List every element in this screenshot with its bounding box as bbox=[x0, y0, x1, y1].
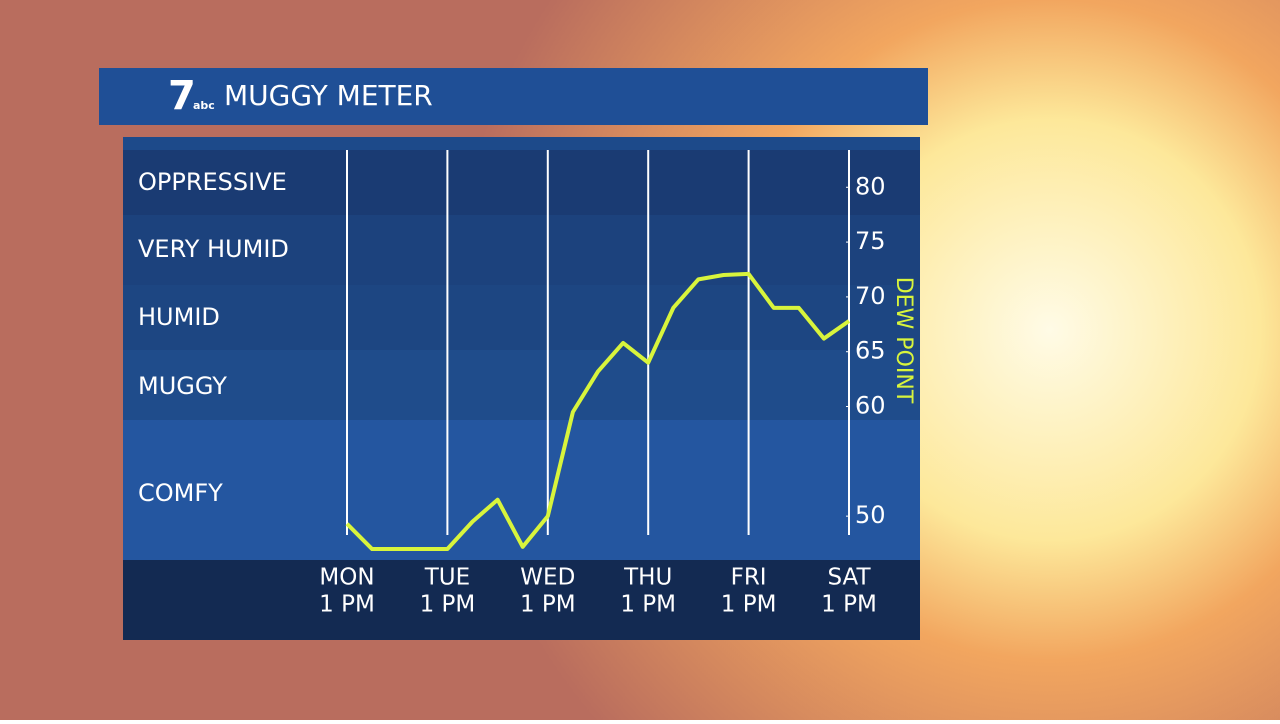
title-bar bbox=[99, 68, 928, 125]
x-tick-label: 1 PM bbox=[420, 592, 476, 618]
x-tick-label: 1 PM bbox=[821, 592, 877, 618]
band-label: VERY HUMID bbox=[138, 235, 289, 263]
x-tick-label: SAT bbox=[827, 565, 871, 591]
band bbox=[123, 285, 920, 350]
x-tick-label: MON bbox=[319, 565, 374, 591]
x-tick-label: 1 PM bbox=[319, 592, 375, 618]
y-tick-label: 70 bbox=[855, 282, 886, 310]
band-label: COMFY bbox=[138, 479, 223, 507]
band-label: HUMID bbox=[138, 303, 220, 331]
y-tick-label: 60 bbox=[855, 392, 886, 420]
x-tick-label: THU bbox=[623, 565, 672, 591]
label-strip bbox=[123, 560, 920, 640]
x-tick-label: 1 PM bbox=[721, 592, 777, 618]
logo-network: abc bbox=[193, 99, 215, 112]
x-tick-label: 1 PM bbox=[520, 592, 576, 618]
x-tick-label: FRI bbox=[731, 565, 767, 591]
y-tick-label: 65 bbox=[855, 337, 886, 365]
band-label: MUGGY bbox=[138, 372, 227, 400]
band bbox=[123, 420, 920, 560]
y-axis-label: DEW POINT bbox=[891, 277, 916, 404]
y-tick-label: 50 bbox=[855, 501, 886, 529]
band bbox=[123, 150, 920, 215]
band-label: OPPRESSIVE bbox=[138, 168, 287, 196]
x-tick-label: TUE bbox=[424, 565, 470, 591]
band bbox=[123, 215, 920, 285]
dew-point-line bbox=[345, 271, 851, 552]
band bbox=[123, 350, 920, 420]
x-tick-label: 1 PM bbox=[620, 592, 676, 618]
chart-title: MUGGY METER bbox=[224, 79, 433, 112]
y-tick-label: 80 bbox=[855, 172, 886, 200]
logo-number: 7 bbox=[168, 73, 196, 119]
x-tick-label: WED bbox=[520, 565, 575, 591]
y-tick-label: 75 bbox=[855, 227, 886, 255]
